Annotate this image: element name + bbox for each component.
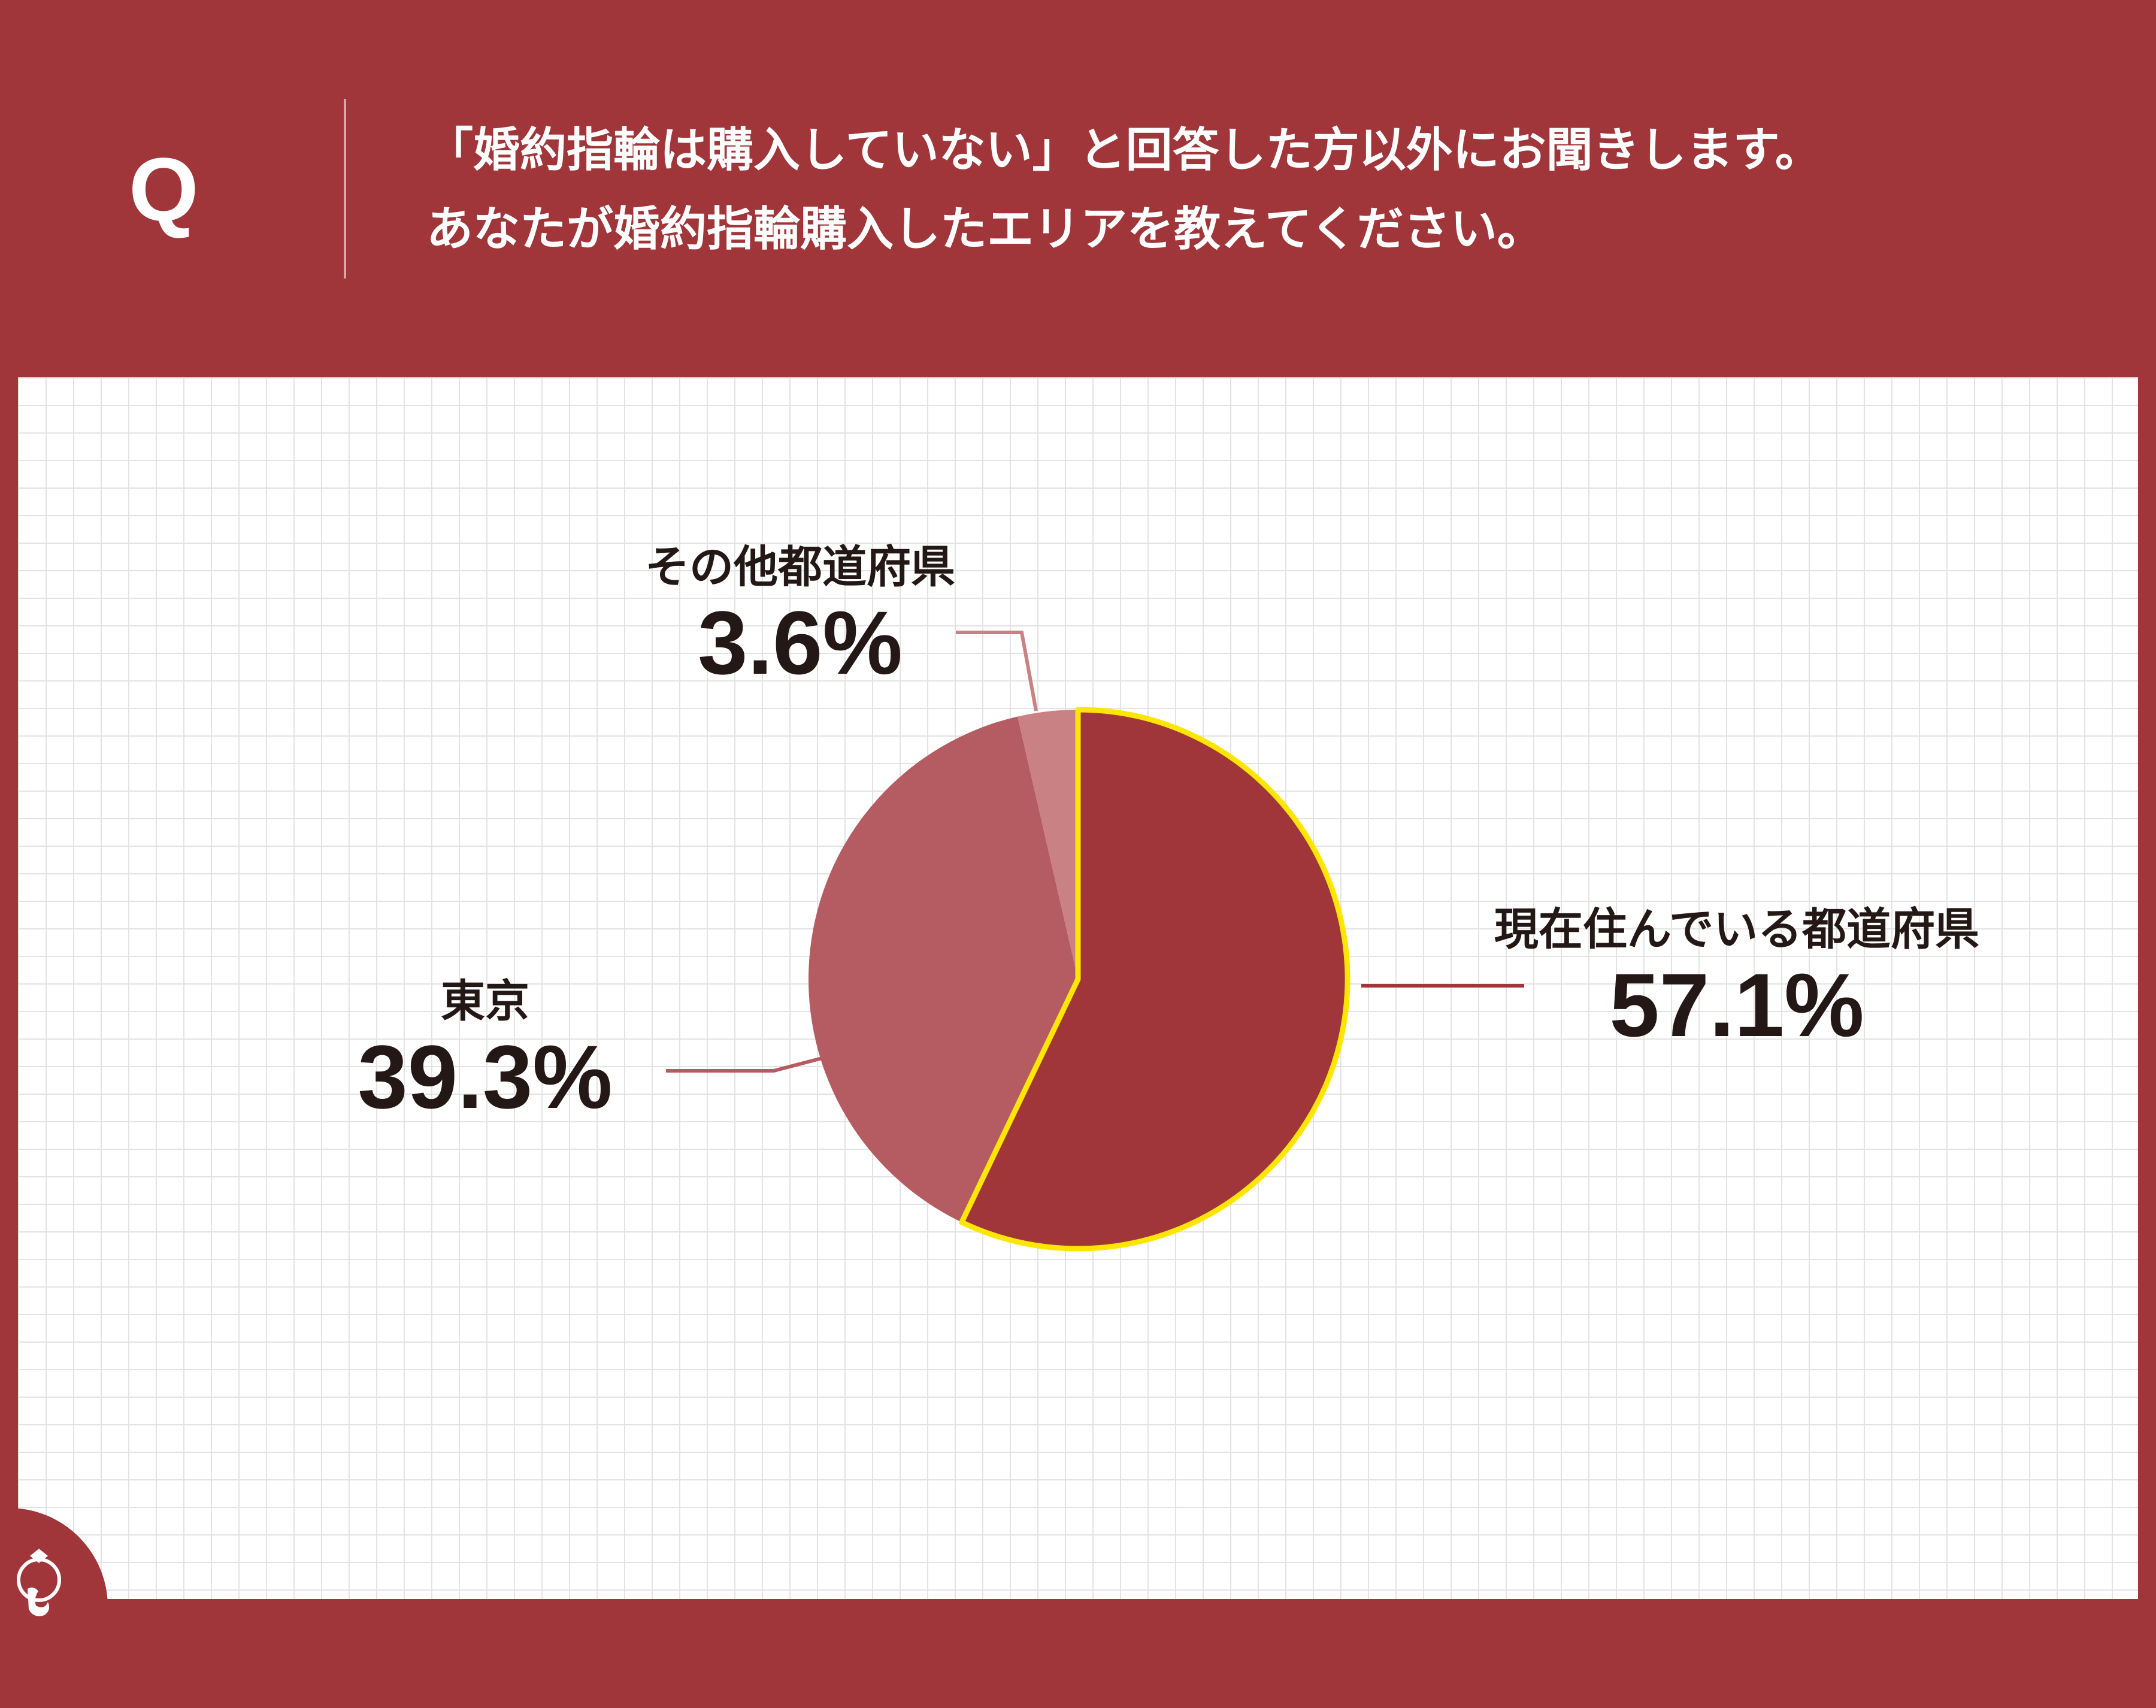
leader-line-3 [956,631,1038,711]
slice-label-2: 東京 [441,976,529,1027]
slice-value-1: 57.1% [1609,955,1864,1055]
slice-value-2: 39.3% [358,1026,612,1127]
question-header: Q 「婚約指輪は購入していない」と回答した方以外にお聞きします。 あなたが婚約指… [0,0,2156,377]
brand-logo [0,1508,108,1706]
pie-slice-1 [959,707,1350,1252]
question-mark: Q [129,139,199,240]
question-text: 「婚約指輪は購入していない」と回答した方以外にお聞きします。 あなたが婚約指輪購… [426,111,1822,269]
slice-label-1: 現在住んでいる都道府県 [1494,904,1979,955]
slice-label-3: その他都道府県 [645,541,955,593]
leader-lines [666,631,1524,1073]
leader-line-2 [666,1056,825,1073]
pie-slices [808,707,1350,1252]
slice-value-3: 3.6% [698,592,903,693]
ring-logo-icon [17,1549,61,1616]
header-divider [344,99,346,278]
pie-slice-3 [1018,710,1078,979]
chart-panel: 現在住んでいる都道府県 57.1% 東京 39.3% その他都道府県 3.6% [18,377,2138,1599]
pie-slice-2 [808,716,1078,1222]
question-line-2: あなたが婚約指輪購入したエリアを教えてください。 [426,202,1544,256]
question-line-1: 「婚約指輪は購入していない」と回答した方以外にお聞きします。 [426,123,1822,177]
